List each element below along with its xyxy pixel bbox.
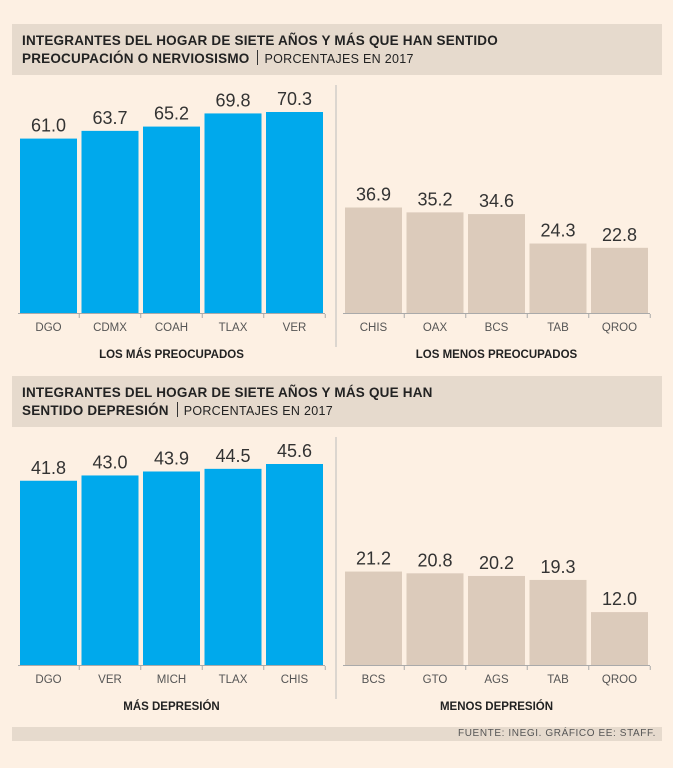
chart1-bar bbox=[468, 214, 525, 313]
chart1-value-label: 24.3 bbox=[540, 221, 575, 241]
chart2-svg: 41.8 DGO 43.0 VER 43.9 MICH 44.5 TLAX 45.6 CHIS MÁ… bbox=[18, 437, 651, 713]
chart1-subtitle: PORCENTAJES EN 2017 bbox=[264, 52, 414, 66]
chart1-value-label: 70.3 bbox=[277, 89, 312, 109]
chart2-value-label: 45.6 bbox=[277, 441, 312, 461]
chart1-value-label: 34.6 bbox=[479, 191, 514, 211]
chart2-bar bbox=[468, 575, 525, 665]
chart2-bar bbox=[529, 579, 587, 665]
chart1-category-label: QROO bbox=[602, 322, 637, 334]
chart1-bar bbox=[266, 112, 323, 313]
chart2-group-label: MÁS DEPRESIÓN bbox=[123, 700, 220, 713]
chart2-bar bbox=[266, 464, 323, 665]
title-separator bbox=[176, 402, 178, 417]
chart2-value-label: 21.2 bbox=[356, 549, 391, 569]
chart2-value-label: 43.9 bbox=[154, 448, 189, 468]
chart1-bar bbox=[204, 113, 262, 313]
chart1-value-label: 36.9 bbox=[356, 184, 391, 204]
chart1-bar bbox=[406, 212, 464, 313]
chart1-bar bbox=[143, 126, 200, 313]
chart1-category-label: TAB bbox=[547, 322, 569, 334]
chart1-category-label: DGO bbox=[35, 322, 61, 334]
chart1-category-label: BCS bbox=[485, 322, 509, 334]
chart2-category-label: TLAX bbox=[219, 674, 248, 686]
chart2-category-label: MICH bbox=[157, 674, 186, 686]
chart1-value-label: 65.2 bbox=[154, 104, 189, 124]
chart1-value-label: 35.2 bbox=[417, 189, 452, 209]
chart2-bar bbox=[345, 571, 402, 665]
chart2-bar bbox=[81, 475, 139, 665]
chart2-value-label: 20.8 bbox=[417, 550, 452, 570]
chart1-bar bbox=[529, 243, 587, 313]
chart1-svg: 61.0 DGO 63.7 CDMX 65.2 COAH 69.8 TLAX 70.3 VER LO… bbox=[18, 85, 651, 361]
title-separator bbox=[257, 50, 259, 65]
chart2-category-label: DGO bbox=[35, 674, 61, 686]
chart2-bar bbox=[406, 573, 464, 665]
chart2-bar bbox=[20, 480, 77, 665]
chart2-category-label: TAB bbox=[547, 674, 569, 686]
chart1-value-label: 22.8 bbox=[602, 225, 637, 245]
chart2-value-label: 43.0 bbox=[92, 452, 127, 472]
chart1-category-label: CHIS bbox=[360, 322, 388, 334]
chart2-value-label: 41.8 bbox=[31, 458, 66, 478]
chart2-title-line2: SENTIDO DEPRESIÓN bbox=[22, 403, 169, 418]
chart2-value-label: 19.3 bbox=[540, 557, 575, 577]
chart1-value-label: 63.7 bbox=[92, 108, 127, 128]
chart2-category-label: VER bbox=[98, 674, 122, 686]
chart1-group-label: LOS MÁS PREOCUPADOS bbox=[99, 348, 244, 361]
source-footer: FUENTE: INEGI. GRÁFICO EE: STAFF. bbox=[12, 727, 662, 741]
chart2-subtitle: PORCENTAJES EN 2017 bbox=[183, 404, 333, 418]
chart1-bar bbox=[81, 130, 139, 313]
chart2-category-label: QROO bbox=[602, 674, 637, 686]
chart1-bar bbox=[345, 207, 402, 313]
chart2-value-label: 20.2 bbox=[479, 553, 514, 573]
chart2-category-label: AGS bbox=[484, 674, 509, 686]
chart2-category-label: CHIS bbox=[281, 674, 309, 686]
chart1-bar bbox=[591, 247, 648, 313]
chart2-value-label: 44.5 bbox=[215, 446, 250, 466]
chart1-value-label: 61.0 bbox=[31, 116, 66, 136]
chart1-category-label: TLAX bbox=[219, 322, 248, 334]
chart1-category-label: CDMX bbox=[93, 322, 127, 334]
chart1-bar bbox=[20, 138, 77, 313]
chart2-bar bbox=[204, 468, 262, 665]
chart2-category-label: BCS bbox=[362, 674, 386, 686]
chart2-bar bbox=[143, 471, 200, 665]
chart2-title-line1: INTEGRANTES DEL HOGAR DE SIETE AÑOS Y MÁ… bbox=[22, 385, 433, 400]
chart2-bar bbox=[591, 612, 648, 665]
chart1-category-label: VER bbox=[283, 322, 307, 334]
chart2-value-label: 12.0 bbox=[602, 589, 637, 609]
chart2-category-label: GTO bbox=[423, 674, 448, 686]
chart1-category-label: OAX bbox=[423, 322, 448, 334]
chart2-header: INTEGRANTES DEL HOGAR DE SIETE AÑOS Y MÁ… bbox=[12, 376, 662, 427]
chart1-value-label: 69.8 bbox=[215, 90, 250, 110]
chart1-header: INTEGRANTES DEL HOGAR DE SIETE AÑOS Y MÁ… bbox=[12, 24, 662, 75]
chart1-title-line1: INTEGRANTES DEL HOGAR DE SIETE AÑOS Y MÁ… bbox=[22, 33, 498, 48]
chart1-category-label: COAH bbox=[155, 322, 188, 334]
chart1-group-label: LOS MENOS PREOCUPADOS bbox=[416, 349, 578, 361]
chart2-group-label: MENOS DEPRESIÓN bbox=[440, 700, 553, 713]
chart1-title-line2: PREOCUPACIÓN O NERVIOSISMO bbox=[22, 51, 250, 66]
